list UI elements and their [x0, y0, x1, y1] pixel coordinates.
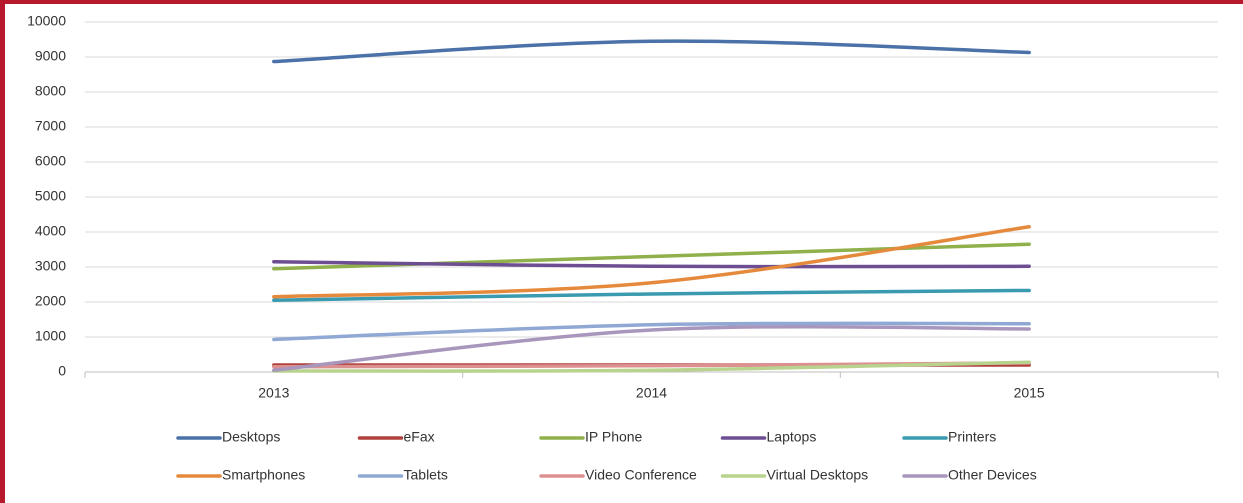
left-border: [0, 0, 5, 503]
series-line: [272, 225, 1031, 299]
legend-label: Tablets: [404, 467, 448, 483]
x-tick-label: 2014: [636, 385, 667, 401]
y-tick-label: 5000: [35, 188, 66, 204]
legend-label: Virtual Desktops: [767, 467, 869, 483]
series-line: [272, 324, 1031, 372]
y-tick-label: 9000: [35, 48, 66, 64]
legend-label: Laptops: [767, 429, 817, 445]
legend-label: IP Phone: [585, 429, 643, 445]
y-tick-label: 1000: [35, 328, 66, 344]
series-line: [272, 39, 1031, 64]
y-tick-label: 3000: [35, 258, 66, 274]
legend-label: eFax: [404, 429, 435, 445]
y-tick-label: 4000: [35, 223, 66, 239]
x-tick-label: 2015: [1014, 385, 1045, 401]
legend-label: Smartphones: [222, 467, 305, 483]
series-line: [272, 260, 1031, 269]
series-line: [272, 321, 1031, 342]
series-line: [272, 360, 1031, 373]
y-tick-label: 7000: [35, 118, 66, 134]
legend-label: Other Devices: [948, 467, 1037, 483]
legend-label: Video Conference: [585, 467, 697, 483]
y-tick-label: 0: [58, 363, 66, 379]
series-line: [272, 288, 1031, 302]
y-tick-label: 6000: [35, 153, 66, 169]
y-tick-label: 2000: [35, 293, 66, 309]
legend-label: Printers: [948, 429, 996, 445]
x-tick-label: 2013: [258, 385, 289, 401]
y-tick-label: 8000: [35, 83, 66, 99]
top-border: [0, 0, 1243, 4]
series-line: [272, 242, 1031, 271]
y-tick-label: 10000: [27, 13, 66, 29]
legend-label: Desktops: [222, 429, 280, 445]
